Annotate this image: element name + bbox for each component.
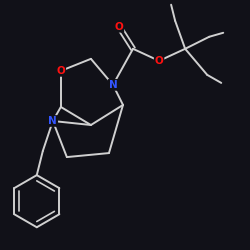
Text: O: O: [155, 56, 164, 66]
Text: N: N: [108, 80, 117, 90]
Text: O: O: [56, 66, 65, 76]
Text: O: O: [114, 22, 123, 32]
Text: N: N: [48, 116, 57, 126]
